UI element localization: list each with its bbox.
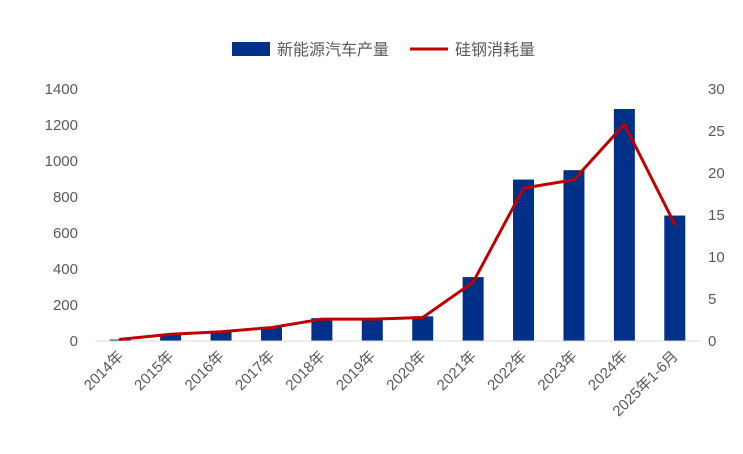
right-axis-tick-label: 15 [708,207,725,224]
left-axis-tick-label: 1400 [45,81,78,98]
bar [311,318,333,341]
bar [513,179,535,341]
bar [664,215,686,341]
left-axis-tick-label: 800 [53,189,78,206]
line-series [118,122,677,341]
x-axis-tick-label: 2024年 [585,348,631,394]
right-axis-tick-label: 5 [708,291,716,308]
x-axis-ticks: 2014年 2015年 2016年 2017年 2018年 2019年 2020年 2021年… [81,348,682,420]
right-axis-tick-label: 30 [708,81,725,98]
left-axis-tick-label: 0 [70,333,78,350]
legend-swatch-bar [232,42,270,56]
left-axis-tick-label: 600 [53,225,78,242]
bar-series [109,108,686,341]
left-axis-tick-label: 400 [53,261,78,278]
legend: 新能源汽车产量 硅钢消耗量 [232,40,535,59]
x-axis-tick-label: 2014年 [81,348,127,394]
left-axis: 0 200 400 600 800 1000 1200 1400 [45,81,78,350]
x-axis-tick-label: 2017年 [232,348,278,394]
x-axis-tick-label: 2016年 [182,348,228,394]
bar [613,108,635,341]
x-axis-tick-label: 2021年 [434,348,480,394]
bar [462,277,484,341]
bar [210,331,232,341]
right-axis-tick-label: 0 [708,333,716,350]
legend-label-line: 硅钢消耗量 [455,40,535,59]
right-axis: 0 5 10 15 20 25 30 [708,81,725,350]
x-axis-tick-label: 2015年 [131,348,177,394]
legend-label-bar: 新能源汽车产量 [277,40,389,59]
right-axis-tick-label: 20 [708,165,725,182]
x-axis-tick-label: 2020年 [383,348,429,394]
left-axis-tick-label: 1200 [45,117,78,134]
bar [563,170,585,341]
x-axis-tick-label: 2023年 [535,348,581,394]
bar [260,326,282,341]
x-axis-tick-label: 2018年 [282,348,328,394]
x-axis-tick-label: 2022年 [484,348,530,394]
left-axis-tick-label: 200 [53,297,78,314]
bar [412,316,434,341]
bar [361,318,383,341]
right-axis-tick-label: 10 [708,249,725,266]
right-axis-tick-label: 25 [708,123,725,140]
x-axis-tick-label: 2019年 [333,348,379,394]
left-axis-tick-label: 1000 [45,153,78,170]
bar [160,334,182,341]
series-line [118,122,677,341]
